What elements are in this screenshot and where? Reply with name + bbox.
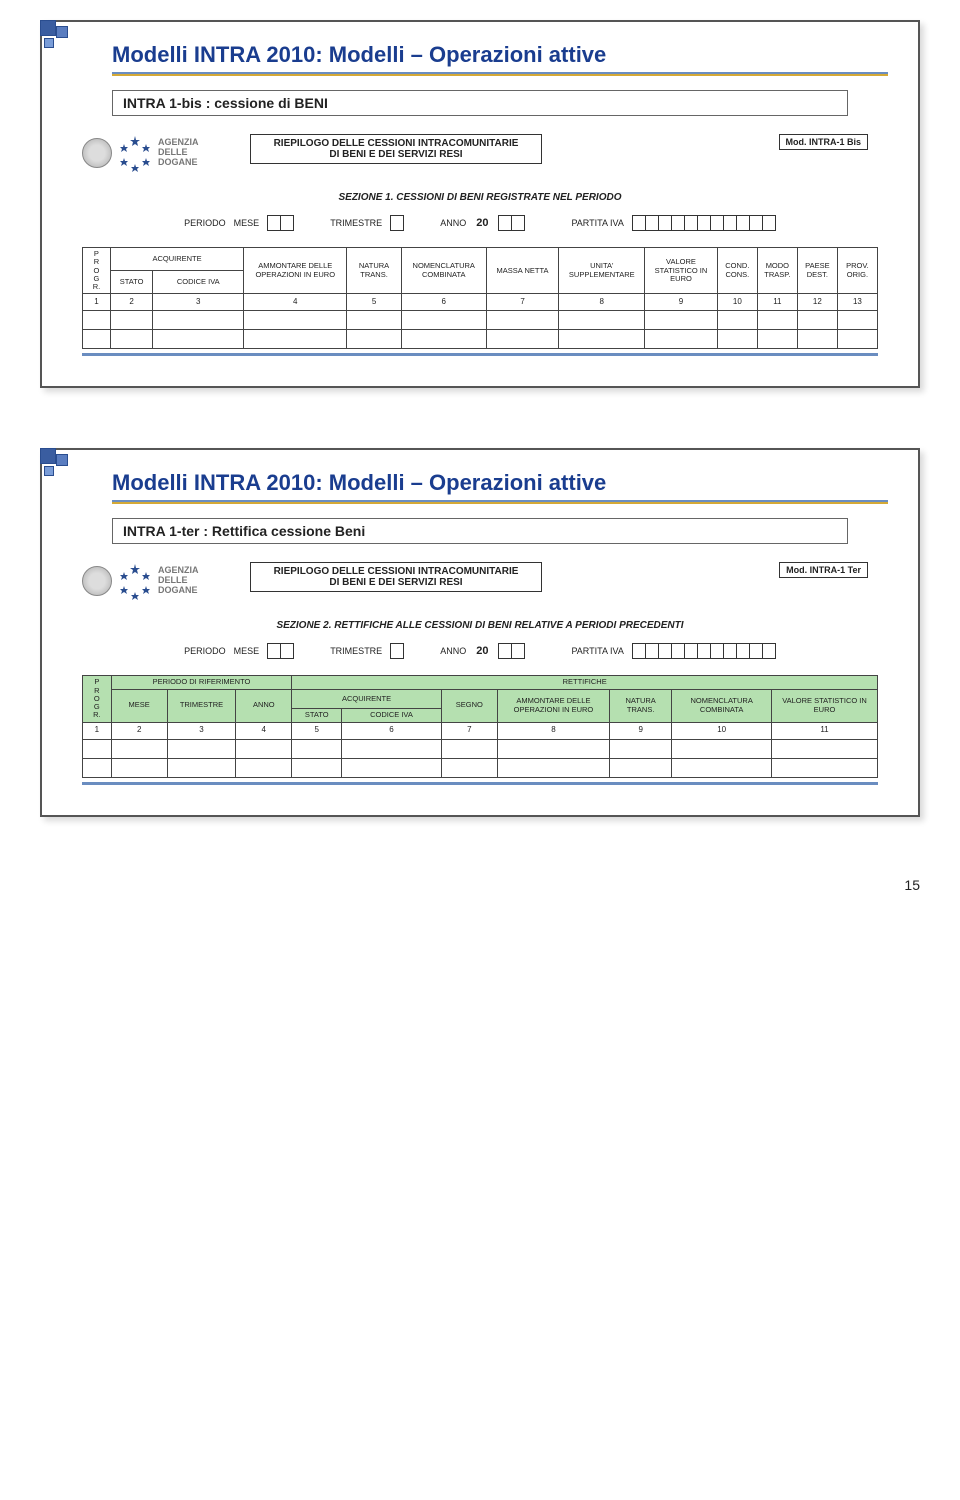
h-massa: MASSA NETTA (486, 248, 559, 294)
mod-box: Mod. INTRA-1 Bis (779, 134, 869, 150)
bottom-rule (82, 782, 878, 785)
page-number: 15 (0, 877, 920, 893)
agency-name: AGENZIA DELLE DOGANE (158, 566, 199, 596)
subtitle-box: INTRA 1-bis : cessione di BENI (112, 90, 848, 116)
form-table-1: P R O G R. ACQUIRENTE AMMONTARE DELLE OP… (82, 247, 878, 349)
empty-row (83, 311, 878, 330)
mese-boxes (267, 643, 294, 659)
empty-row (83, 330, 878, 349)
lbl-trimestre: TRIMESTRE (330, 646, 382, 656)
anno-boxes (498, 215, 525, 231)
anno-20: 20 (476, 217, 488, 229)
riepilogo-l1: RIEPILOGO DELLE CESSIONI INTRACOMUNITARI… (261, 566, 531, 577)
h-stato: STATO (110, 271, 152, 294)
num-row: 123 456 789 1011 (83, 722, 878, 739)
empty-row (83, 758, 878, 777)
riepilogo-l2: DI BENI E DEI SERVIZI RESI (261, 149, 531, 160)
riepilogo-l2: DI BENI E DEI SERVIZI RESI (261, 577, 531, 588)
corner-decoration (40, 20, 80, 60)
logo-block: AGENZIA DELLE DOGANE (82, 562, 222, 600)
bottom-rule (82, 353, 878, 356)
h-ammontare: AMMONTARE DELLE OPERAZIONI IN EURO (244, 248, 347, 294)
lbl-anno: ANNO (440, 646, 466, 656)
h-trim: TRIMESTRE (167, 689, 236, 722)
emblem-icon (82, 566, 112, 596)
h-nomen: NOMENCLATURA COMBINATA (672, 689, 772, 722)
riepilogo-box: RIEPILOGO DELLE CESSIONI INTRACOMUNITARI… (250, 134, 542, 164)
h-progr: P R O G R. (83, 248, 111, 294)
empty-row (83, 739, 878, 758)
lbl-mese: MESE (234, 646, 260, 656)
form-area-2: AGENZIA DELLE DOGANE RIEPILOGO DELLE CES… (82, 562, 878, 784)
h-stato: STATO (292, 709, 342, 722)
mod-box: Mod. INTRA-1 Ter (779, 562, 868, 578)
h-modo: MODO TRASP. (757, 248, 797, 294)
h-ammontare: AMMONTARE DELLE OPERAZIONI IN EURO (497, 689, 609, 722)
slide-title: Modelli INTRA 2010: Modelli – Operazioni… (112, 42, 888, 68)
lbl-anno: ANNO (440, 218, 466, 228)
h-paese: PAESE DEST. (797, 248, 837, 294)
form-header: AGENZIA DELLE DOGANE RIEPILOGO DELLE CES… (82, 562, 878, 600)
lbl-piva: PARTITA IVA (571, 218, 623, 228)
lbl-mese: MESE (234, 218, 260, 228)
h-mese: MESE (111, 689, 167, 722)
slide-1: Modelli INTRA 2010: Modelli – Operazioni… (40, 20, 920, 388)
slide-title: Modelli INTRA 2010: Modelli – Operazioni… (112, 470, 888, 496)
title-underline (112, 72, 888, 76)
h-nomen: NOMENCLATURA COMBINATA (401, 248, 486, 294)
lbl-periodo: PERIODO (184, 646, 226, 656)
lbl-periodo: PERIODO (184, 218, 226, 228)
periodo-row: PERIODO MESE TRIMESTRE ANNO 20 PARTITA I… (82, 215, 878, 231)
corner-decoration (40, 448, 80, 488)
h-anno: ANNO (236, 689, 292, 722)
h-progr: P R O G R. (83, 676, 112, 722)
h-natura: NATURA TRANS. (347, 248, 402, 294)
sezione-title: SEZIONE 1. CESSIONI DI BENI REGISTRATE N… (82, 192, 878, 203)
trim-box (390, 215, 404, 231)
h-valore: VALORE STATISTICO IN EURO (645, 248, 718, 294)
h-periodorif: PERIODO DI RIFERIMENTO (111, 676, 292, 689)
emblem-icon (82, 138, 112, 168)
anno-boxes (498, 643, 525, 659)
riepilogo-box: RIEPILOGO DELLE CESSIONI INTRACOMUNITARI… (250, 562, 542, 592)
h-valore: VALORE STATISTICO IN EURO (771, 689, 877, 722)
stars-icon (116, 562, 154, 600)
agency-l3: DOGANE (158, 586, 199, 596)
h-codiva: CODICE IVA (342, 709, 442, 722)
sezione-title: SEZIONE 2. RETTIFICHE ALLE CESSIONI DI B… (82, 620, 878, 631)
trim-box (390, 643, 404, 659)
lbl-piva: PARTITA IVA (571, 646, 623, 656)
form-header: AGENZIA DELLE DOGANE RIEPILOGO DELLE CES… (82, 134, 878, 172)
form-area-1: AGENZIA DELLE DOGANE RIEPILOGO DELLE CES… (82, 134, 878, 356)
h-codiva: CODICE IVA (153, 271, 244, 294)
h-rettifiche: RETTIFICHE (292, 676, 878, 689)
anno-20: 20 (476, 645, 488, 657)
h-unita: UNITA' SUPPLEMENTARE (559, 248, 645, 294)
h-acquirente: ACQUIRENTE (292, 689, 442, 709)
h-segno: SEGNO (441, 689, 497, 722)
lbl-trimestre: TRIMESTRE (330, 218, 382, 228)
stars-icon (116, 134, 154, 172)
logo-block: AGENZIA DELLE DOGANE (82, 134, 222, 172)
subtitle-box: INTRA 1-ter : Rettifica cessione Beni (112, 518, 848, 544)
h-prov: PROV. ORIG. (837, 248, 877, 294)
mese-boxes (267, 215, 294, 231)
agency-l3: DOGANE (158, 158, 199, 168)
slide-2: Modelli INTRA 2010: Modelli – Operazioni… (40, 448, 920, 816)
riepilogo-l1: RIEPILOGO DELLE CESSIONI INTRACOMUNITARI… (261, 138, 531, 149)
piva-boxes (632, 215, 776, 231)
periodo-row: PERIODO MESE TRIMESTRE ANNO 20 PARTITA I… (82, 643, 878, 659)
num-row: 123 456 789 101112 13 (83, 294, 878, 311)
h-cond: COND. CONS. (717, 248, 757, 294)
piva-boxes (632, 643, 776, 659)
agency-name: AGENZIA DELLE DOGANE (158, 138, 199, 168)
h-natura: NATURA TRANS. (610, 689, 672, 722)
h-acquirente: ACQUIRENTE (110, 248, 243, 271)
title-underline (112, 500, 888, 504)
form-table-2: P R O G R. PERIODO DI RIFERIMENTO RETTIF… (82, 675, 878, 777)
